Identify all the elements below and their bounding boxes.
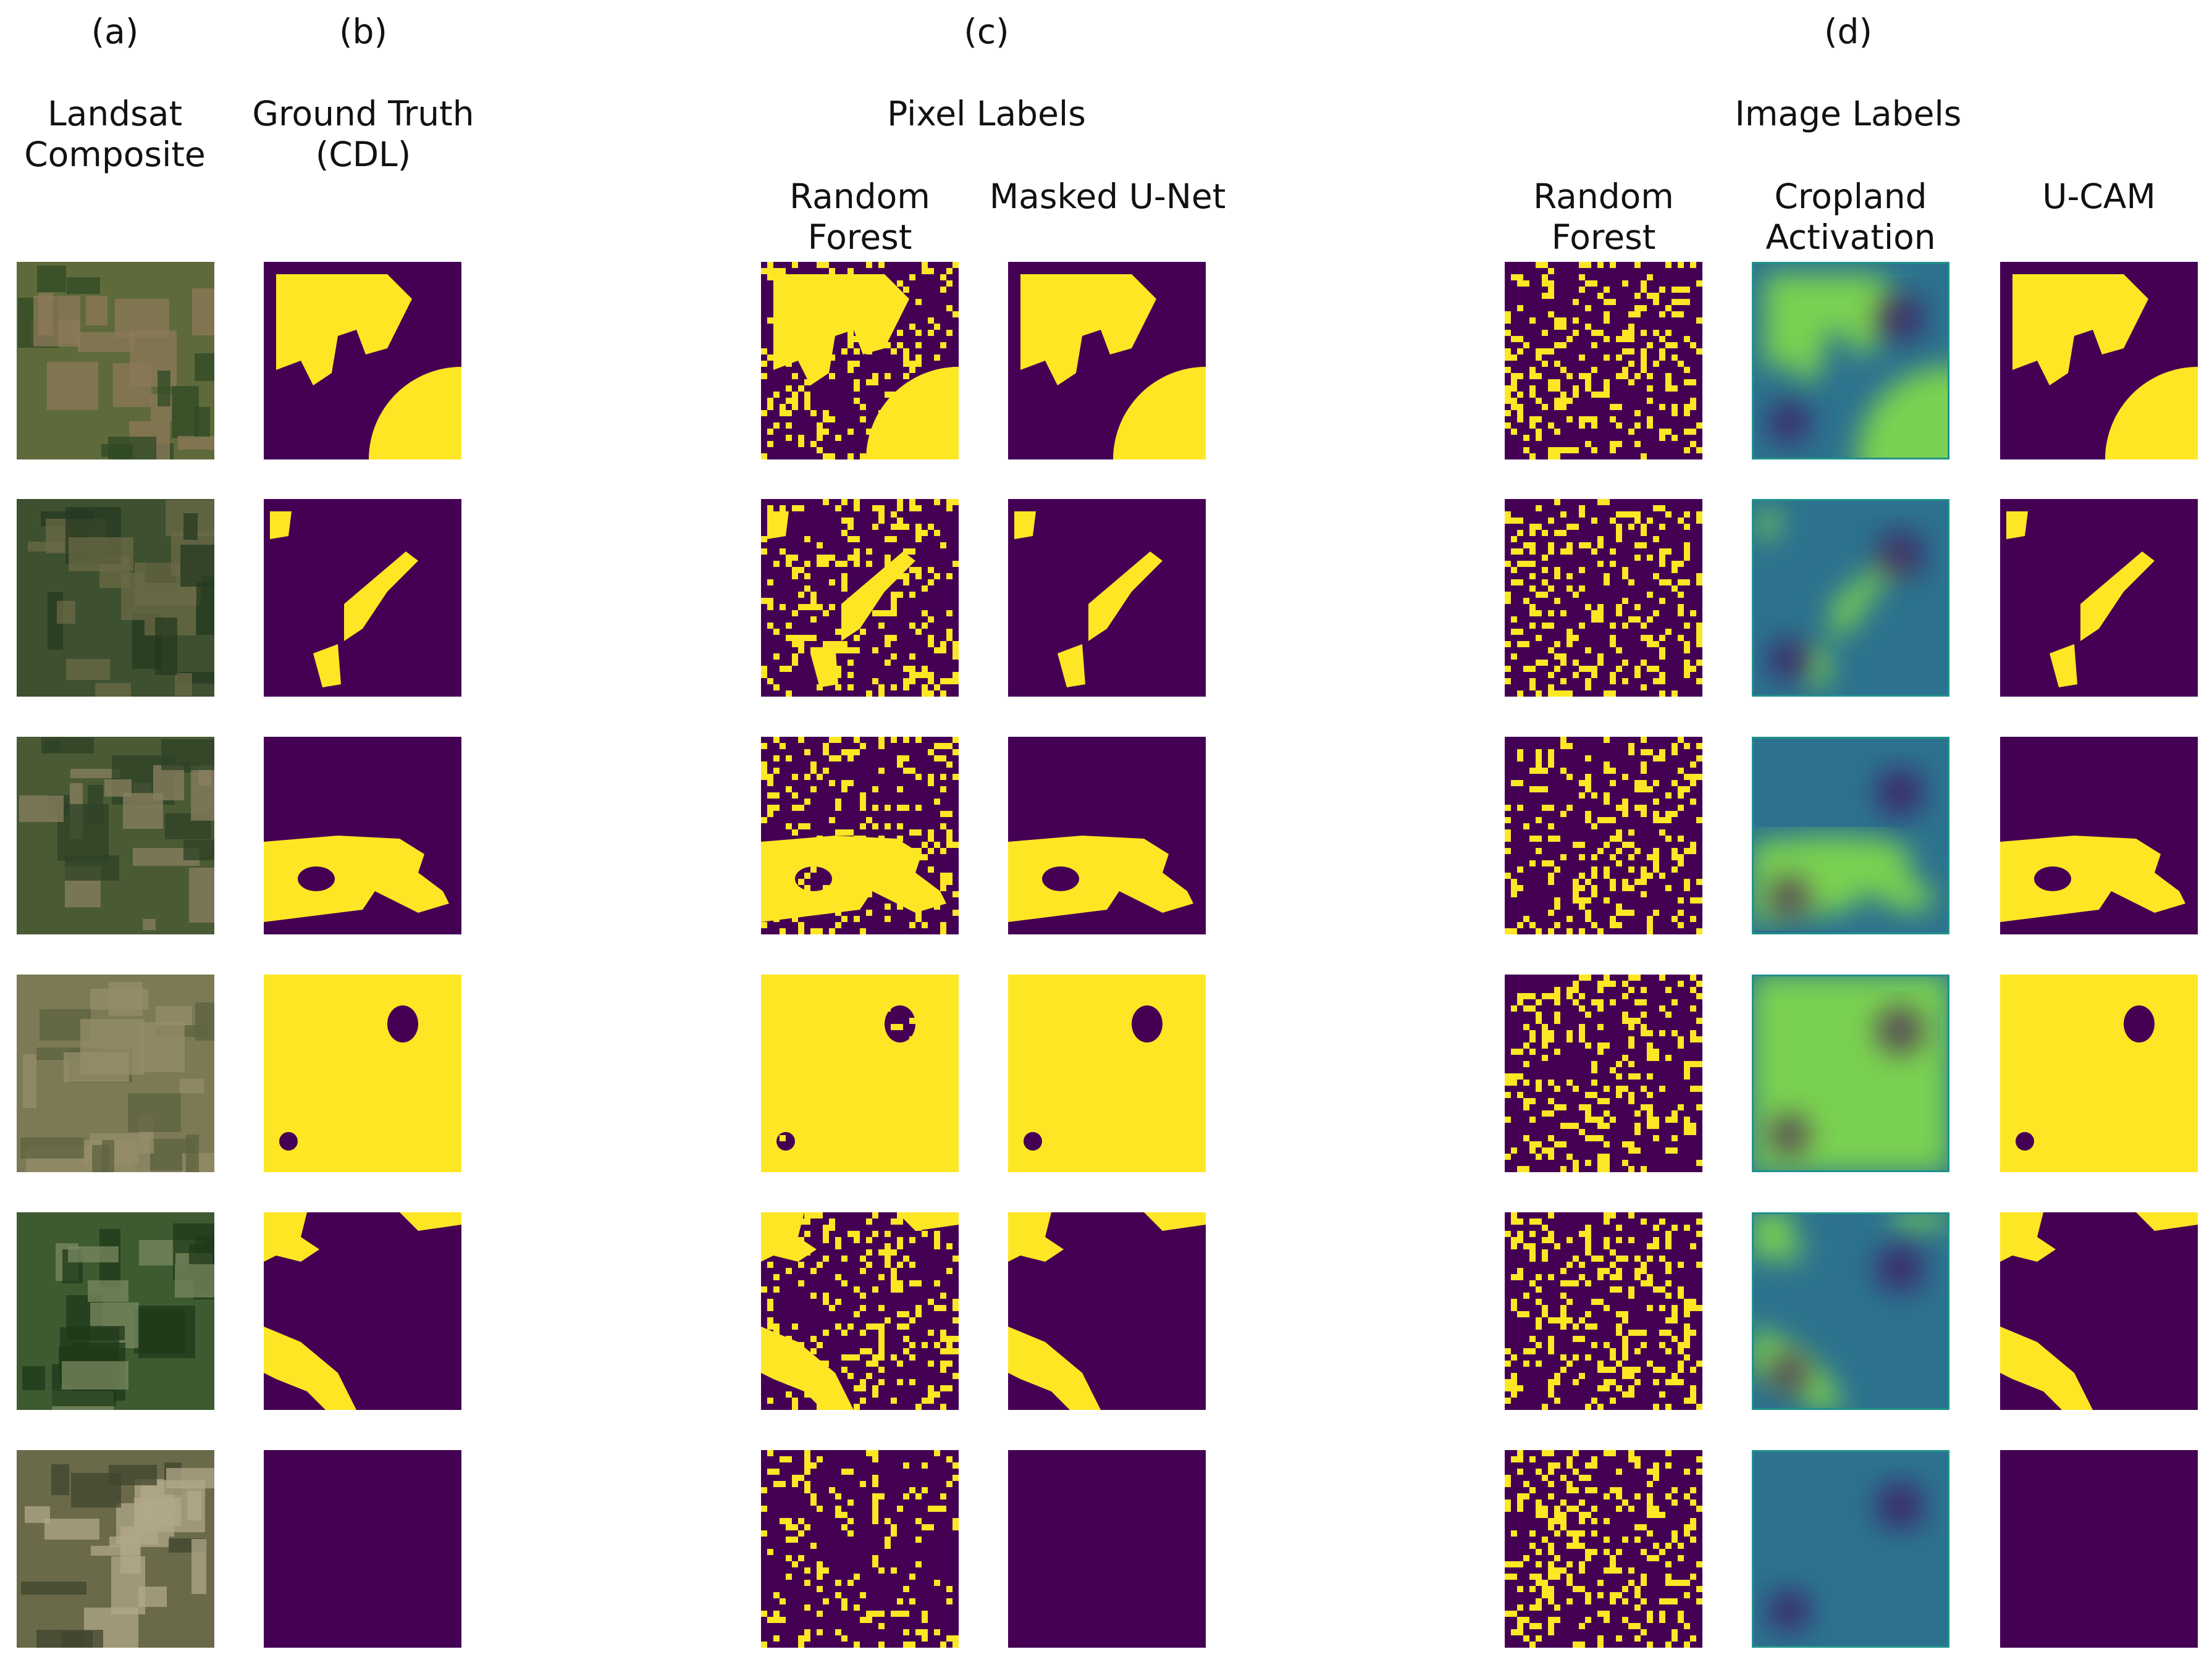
ucam-tile — [2000, 975, 2198, 1172]
pixel-random-forest-tile — [761, 1450, 959, 1648]
ground-truth-title-line2: (CDL) — [315, 135, 411, 174]
pixel-random-forest-tile — [761, 262, 959, 459]
pixel-random-forest-tile — [761, 1212, 959, 1410]
landsat-composite-title: Landsat — [47, 94, 183, 133]
pixel-random-forest-header: Random — [789, 177, 930, 216]
landsat-composite-title-line2: Composite — [24, 135, 206, 174]
masked-unet-header: Masked U-Net — [989, 177, 1226, 216]
image-random-forest-tile — [1505, 499, 1702, 697]
masked-unet-tile — [1008, 1450, 1206, 1648]
ucam-tile — [2000, 1450, 2198, 1648]
pixel-random-forest-tile — [761, 499, 959, 697]
cropland-activation-tile — [1752, 1212, 1949, 1410]
ground-truth-tile — [264, 499, 461, 697]
landsat-composite-tile — [17, 737, 214, 934]
pixel-random-forest-header-line2: Forest — [807, 217, 912, 257]
landsat-composite-tile — [17, 975, 214, 1172]
landsat-composite-tile — [17, 499, 214, 697]
masked-unet-tile — [1008, 737, 1206, 934]
panel-c-letter: (c) — [964, 12, 1009, 51]
masked-unet-tile — [1008, 499, 1206, 697]
cropland-activation-tile — [1752, 1450, 1949, 1648]
image-random-forest-header: Random — [1533, 177, 1674, 216]
cropland-activation-header: Cropland — [1774, 177, 1927, 216]
image-random-forest-tile — [1505, 1212, 1702, 1410]
panel-a-letter: (a) — [91, 12, 139, 51]
cropland-activation-tile — [1752, 499, 1949, 697]
pixel-labels-title: Pixel Labels — [887, 94, 1086, 133]
image-random-forest-tile — [1505, 975, 1702, 1172]
ground-truth-tile — [264, 737, 461, 934]
landsat-composite-tile — [17, 1212, 214, 1410]
landsat-composite-tile — [17, 1450, 214, 1648]
ground-truth-tile — [264, 975, 461, 1172]
image-random-forest-tile — [1505, 737, 1702, 934]
ground-truth-tile — [264, 262, 461, 459]
landsat-composite-tile — [17, 262, 214, 459]
ground-truth-title: Ground Truth — [252, 94, 474, 133]
cropland-activation-tile — [1752, 737, 1949, 934]
cropland-activation-header-line2: Activation — [1765, 217, 1936, 257]
panel-d-letter: (d) — [1824, 12, 1872, 51]
panel-b-letter: (b) — [339, 12, 387, 51]
ucam-header: U-CAM — [2042, 177, 2156, 216]
ucam-tile — [2000, 1212, 2198, 1410]
ground-truth-tile — [264, 1450, 461, 1648]
image-random-forest-tile — [1505, 1450, 1702, 1648]
masked-unet-tile — [1008, 262, 1206, 459]
ucam-tile — [2000, 737, 2198, 934]
cropland-activation-tile — [1752, 262, 1949, 459]
image-labels-title: Image Labels — [1735, 94, 1962, 133]
ground-truth-tile — [264, 1212, 461, 1410]
masked-unet-tile — [1008, 975, 1206, 1172]
pixel-random-forest-tile — [761, 737, 959, 934]
cropland-activation-tile — [1752, 975, 1949, 1172]
image-random-forest-tile — [1505, 262, 1702, 459]
pixel-random-forest-tile — [761, 975, 959, 1172]
masked-unet-tile — [1008, 1212, 1206, 1410]
ucam-tile — [2000, 262, 2198, 459]
image-random-forest-header-line2: Forest — [1551, 217, 1656, 257]
ucam-tile — [2000, 499, 2198, 697]
